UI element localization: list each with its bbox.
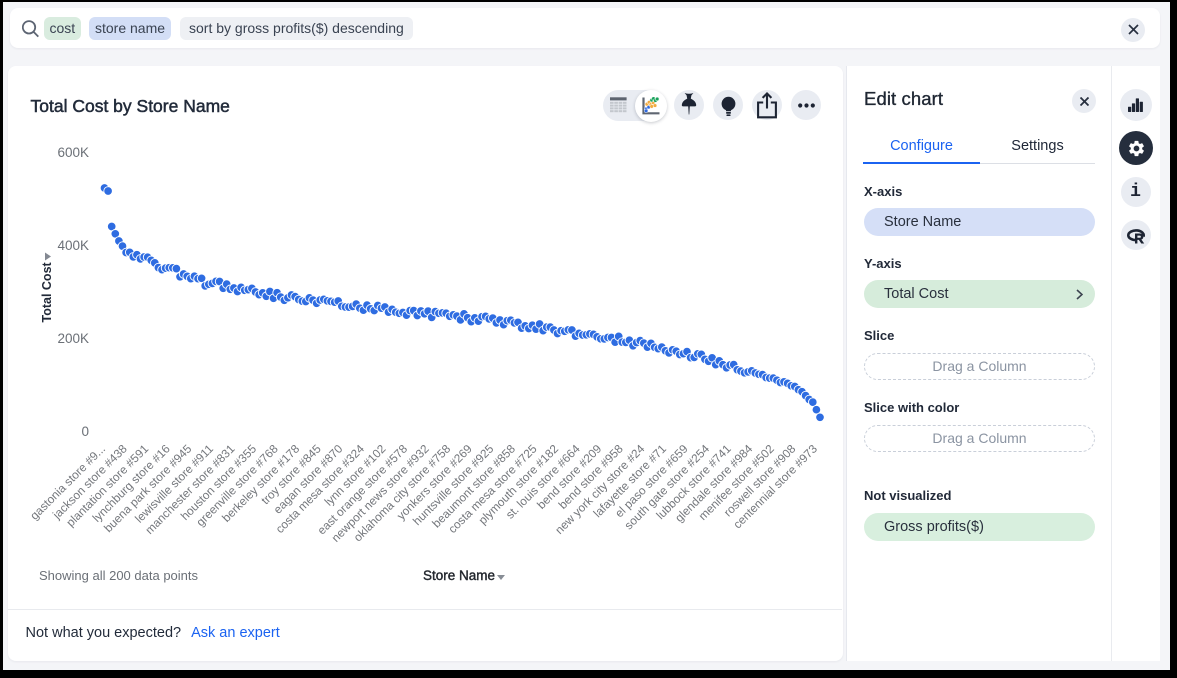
svg-text:200K: 200K (57, 331, 89, 346)
svg-text:600K: 600K (57, 145, 89, 160)
svg-text:400K: 400K (57, 238, 89, 253)
svg-text:Total Cost: Total Cost (40, 261, 54, 322)
svg-text:0: 0 (81, 424, 89, 439)
